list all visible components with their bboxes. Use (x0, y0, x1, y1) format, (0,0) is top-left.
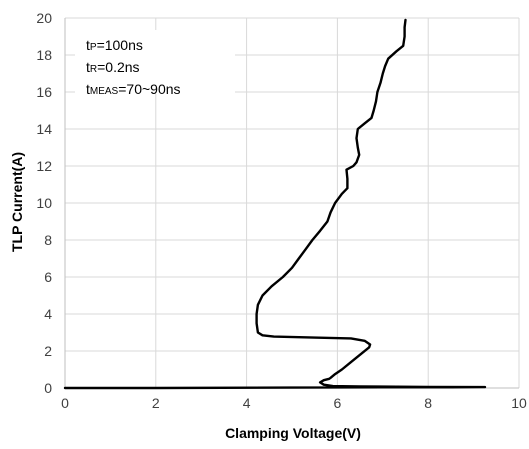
x-tick-label: 6 (334, 395, 342, 411)
annotations: tP=100ns tR=0.2ns tMEAS=70~90ns (86, 37, 181, 97)
x-tick-label: 2 (152, 395, 160, 411)
tick-labels: 0 2 4 6 8 10 0 2 4 6 8 10 12 14 16 18 20 (36, 10, 527, 411)
series-group (63, 18, 487, 390)
annotation-text: tP=100ns (86, 37, 143, 53)
x-axis-label: Clamping Voltage(V) (225, 425, 361, 441)
y-tick-label: 0 (44, 380, 52, 396)
y-tick-label: 16 (36, 84, 52, 100)
y-axis-label: TLP Current(A) (9, 152, 25, 252)
y-tick-label: 4 (44, 306, 52, 322)
y-tick-label: 12 (36, 158, 52, 174)
series-line (63, 18, 487, 390)
annotation-text: tR=0.2ns (86, 59, 140, 75)
y-tick-label: 10 (36, 195, 52, 211)
y-tick-label: 8 (44, 232, 52, 248)
x-tick-label: 4 (243, 395, 251, 411)
annotation-text: tMEAS=70~90ns (86, 81, 181, 97)
x-tick-label: 10 (511, 395, 527, 411)
annotation-box (75, 30, 235, 94)
y-tick-label: 20 (36, 10, 52, 26)
y-tick-label: 2 (44, 343, 52, 359)
x-tick-label: 8 (424, 395, 432, 411)
y-tick-label: 18 (36, 47, 52, 63)
x-tick-label: 0 (61, 395, 69, 411)
y-tick-label: 6 (44, 269, 52, 285)
y-tick-label: 14 (36, 121, 52, 137)
